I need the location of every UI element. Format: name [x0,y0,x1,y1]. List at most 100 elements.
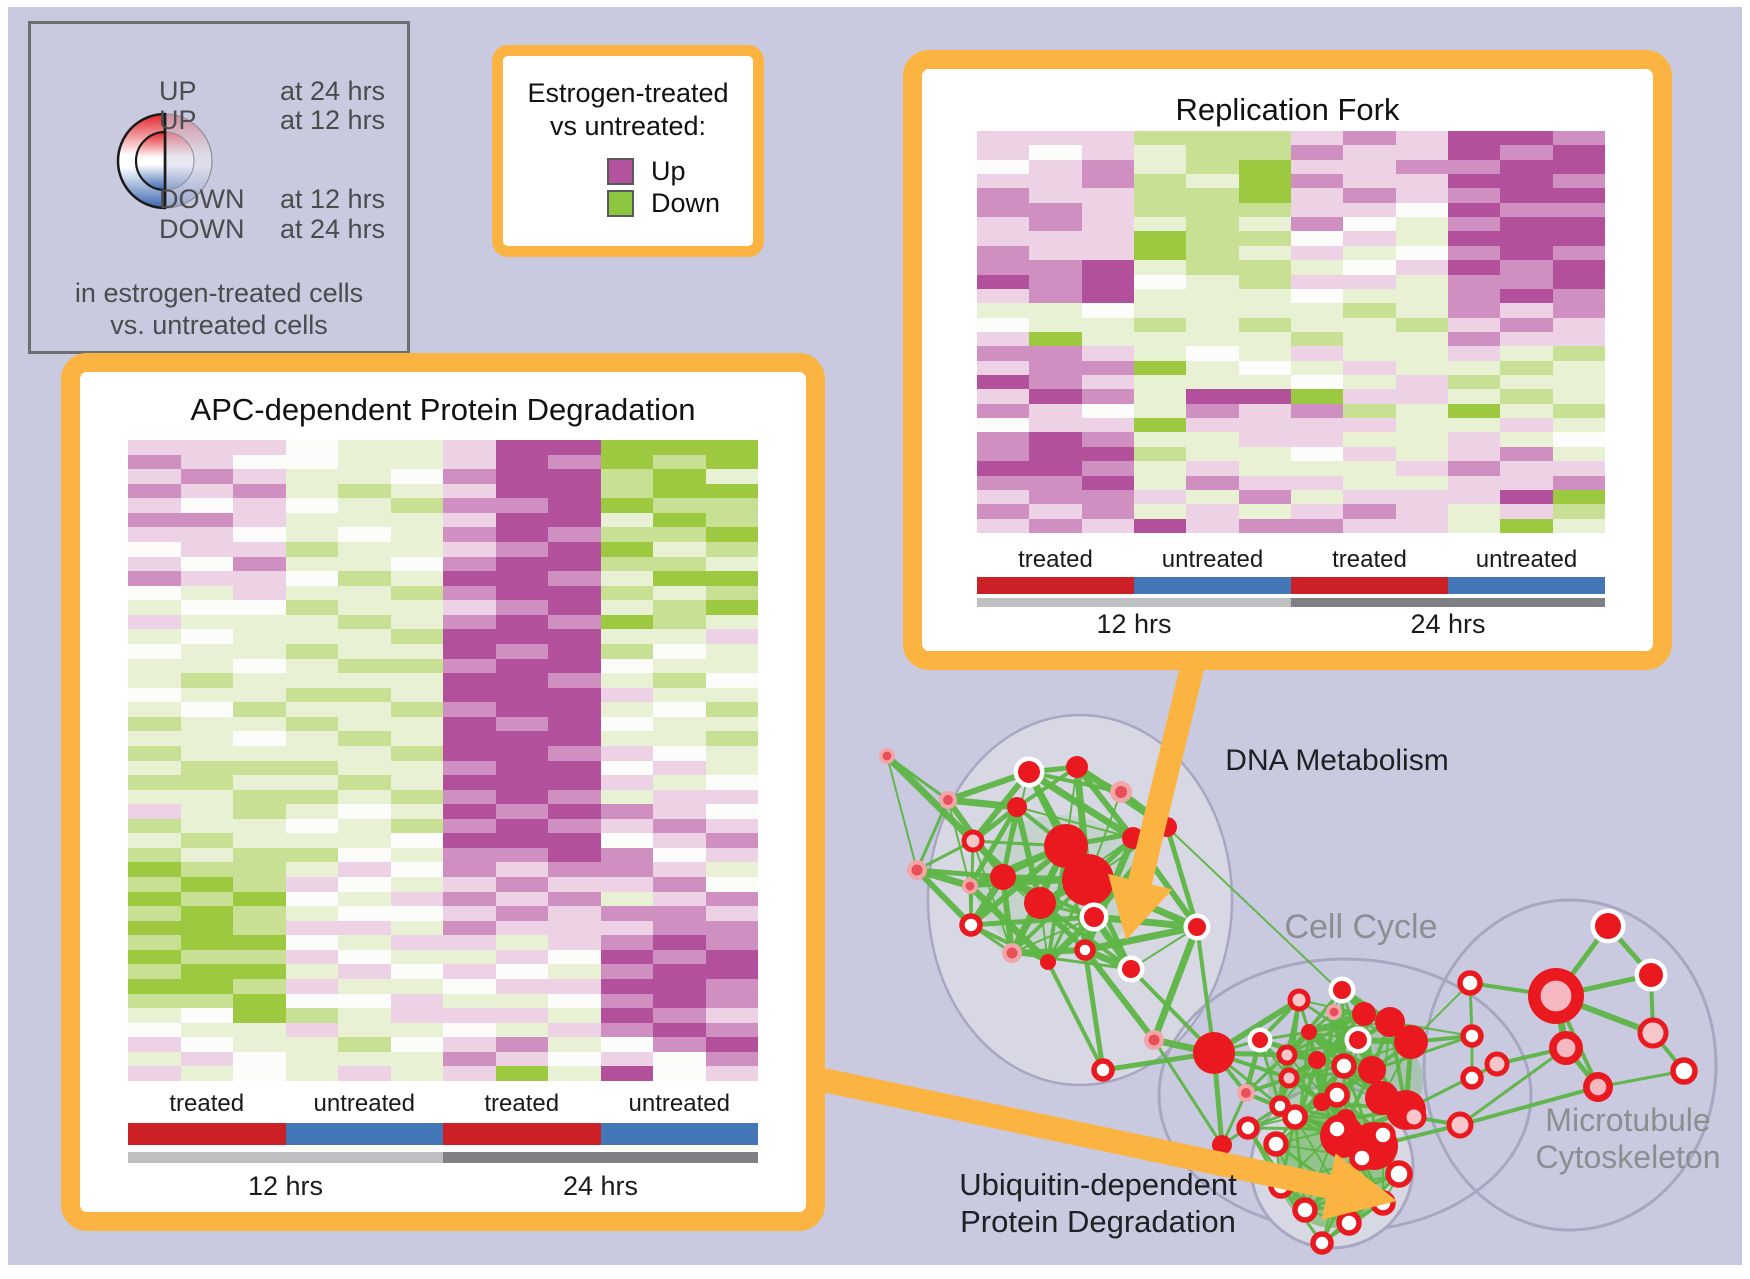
heatmap-cell [443,979,496,994]
heatmap-cell [495,847,548,863]
network-node [1457,970,1483,996]
heatmap-cell [1081,188,1134,203]
heatmap-cell [705,512,758,528]
heatmap-cell [338,556,391,572]
heatmap-cell [443,1051,496,1067]
heatmap-cell [705,702,758,717]
heatmap-cell [1500,231,1553,246]
time-bar-segment [1291,598,1605,607]
heatmap-cell [1186,518,1239,533]
heatmap-cell [977,174,1030,189]
heatmap-cell [285,775,338,790]
heatmap-cell [128,745,181,761]
heatmap-cell [233,454,286,470]
heatmap-cell [1447,346,1501,361]
heatmap-cell [128,949,181,965]
heatmap-cell [548,483,601,499]
heatmap-cell [1133,489,1187,505]
heatmap-cell [600,614,653,630]
heatmap-cell [128,1051,181,1067]
heatmap-cell [1447,188,1501,203]
heatmap-cell [443,556,496,572]
heatmap-cell [653,1066,706,1081]
heatmap-cell [495,454,548,470]
heatmap-cell [180,877,233,892]
heatmap-cell [653,527,706,542]
heatmap-cell [128,731,181,746]
heatmap-cell [128,469,181,484]
heatmap-cell [1186,288,1239,304]
heatmap-cell [1290,403,1344,419]
heatmap-cell [233,1037,286,1052]
heatmap-cell [1343,145,1396,160]
heatmap-cell [1290,217,1344,232]
heatmap-cell [1238,217,1291,232]
heatmap-cell [600,833,653,848]
heatmap-cell [495,789,548,805]
heatmap-cell [390,687,443,703]
heatmap-cell [285,818,338,834]
heatmap-cell [1343,159,1396,175]
heatmap-cell [600,979,653,994]
heatmap-cell [1395,475,1448,490]
heatmap-cell [495,1066,548,1081]
heatmap-cell [1500,504,1553,519]
heatmap-cell [548,643,601,659]
heatmap-cell [1395,360,1448,376]
heatmap-cell [338,804,391,819]
heatmap-cell [180,527,233,542]
heatmap-cell [1500,131,1553,146]
heatmap-cell [977,288,1030,304]
heatmap-cell [977,260,1030,275]
heatmap-cell [180,935,233,950]
heatmap-cell [128,847,181,863]
down-swatch-icon [607,190,634,217]
heatmap-cell [390,862,443,878]
heatmap-cell [705,1066,758,1081]
heatmap-cell [390,833,443,848]
network-node [1670,1057,1698,1085]
heatmap-cell [233,541,286,557]
heatmap-cell [390,745,443,761]
heatmap-cell [548,979,601,994]
heatmap-cell [1290,174,1344,189]
heatmap-cell [180,1051,233,1067]
heatmap-cell [495,979,548,994]
heatmap-cell [495,1051,548,1067]
heatmap-cell [128,964,181,980]
heatmap-cell [1552,274,1605,289]
heatmap-cell [653,964,706,980]
heatmap-cell [653,993,706,1009]
heatmap-cell [390,1037,443,1052]
heatmap-cell [705,920,758,936]
heatmap-cell [390,760,443,776]
heatmap-cell [1238,375,1291,390]
heatmap-cell [1186,231,1239,246]
heatmap-cell [128,600,181,615]
heatmap-cell [600,440,653,455]
heatmap-cell [705,1051,758,1067]
heatmap-cell [600,877,653,892]
heatmap-cell [977,518,1030,533]
time-label: 24 hrs [562,1171,639,1201]
heatmap-cell [495,1008,548,1023]
heatmap-cell [128,818,181,834]
heatmap-cell [1238,475,1291,490]
heatmap-cell [443,498,496,513]
heatmap-cell [1500,188,1553,203]
network-node [1276,1044,1298,1066]
heatmap-cell [548,1008,601,1023]
heatmap-cell [705,745,758,761]
heatmap-cell [1029,159,1082,175]
network-node-core [1006,947,1018,959]
heatmap-cell [1029,346,1082,361]
heatmap-cell [1081,145,1134,160]
panel-to-cluster-arrow [820,1068,1397,1220]
heatmap-cell [443,804,496,819]
heatmap-cell [548,498,601,513]
heatmap-cell [705,687,758,703]
heatmap-cell [653,906,706,921]
heatmap-cell [548,847,601,863]
heatmap-cell [1029,202,1082,218]
